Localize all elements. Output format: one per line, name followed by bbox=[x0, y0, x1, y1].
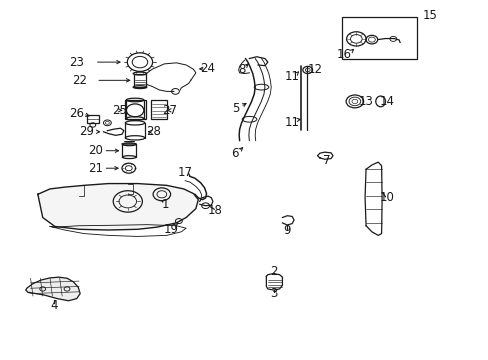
Polygon shape bbox=[38, 184, 198, 230]
Text: 8: 8 bbox=[238, 63, 245, 76]
Text: 17: 17 bbox=[177, 166, 192, 179]
Text: 11: 11 bbox=[284, 116, 299, 129]
Text: 28: 28 bbox=[146, 125, 161, 138]
Bar bbox=[133, 73, 146, 87]
Text: 11: 11 bbox=[284, 70, 299, 83]
Text: 19: 19 bbox=[164, 223, 179, 236]
Text: 14: 14 bbox=[379, 95, 394, 108]
Text: 6: 6 bbox=[230, 147, 238, 160]
Bar bbox=[341, 18, 416, 59]
Text: 20: 20 bbox=[88, 144, 102, 157]
Text: 7: 7 bbox=[323, 154, 330, 167]
Text: 1: 1 bbox=[162, 198, 169, 211]
Text: 27: 27 bbox=[163, 104, 177, 117]
Text: 25: 25 bbox=[112, 104, 127, 117]
Text: 3: 3 bbox=[269, 287, 277, 300]
Text: 22: 22 bbox=[72, 74, 86, 87]
Text: 18: 18 bbox=[207, 204, 223, 217]
Bar bbox=[125, 100, 145, 118]
Text: 29: 29 bbox=[79, 125, 94, 138]
Text: 16: 16 bbox=[336, 48, 351, 61]
Bar bbox=[87, 115, 99, 123]
Text: 5: 5 bbox=[232, 102, 239, 115]
Bar bbox=[151, 100, 166, 118]
Text: 4: 4 bbox=[50, 298, 58, 311]
Text: 10: 10 bbox=[379, 192, 394, 204]
Text: 24: 24 bbox=[200, 62, 215, 75]
Text: 9: 9 bbox=[283, 224, 290, 237]
Text: 26: 26 bbox=[69, 107, 84, 120]
Text: 13: 13 bbox=[358, 95, 373, 108]
Text: 21: 21 bbox=[87, 162, 102, 175]
Polygon shape bbox=[26, 277, 80, 301]
Text: 15: 15 bbox=[422, 9, 437, 22]
Text: 2: 2 bbox=[269, 265, 277, 278]
Text: 12: 12 bbox=[307, 63, 322, 76]
Text: 23: 23 bbox=[69, 55, 84, 69]
